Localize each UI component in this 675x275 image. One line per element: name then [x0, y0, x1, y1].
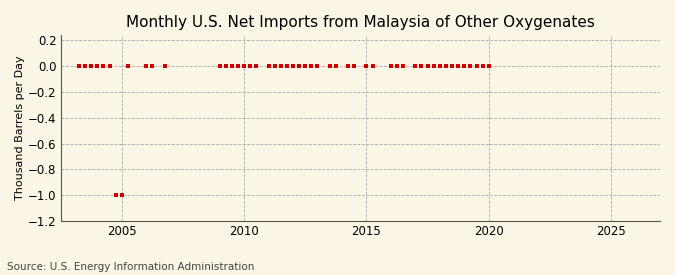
Y-axis label: Thousand Barrels per Day: Thousand Barrels per Day	[15, 56, 25, 200]
Title: Monthly U.S. Net Imports from Malaysia of Other Oxygenates: Monthly U.S. Net Imports from Malaysia o…	[126, 15, 595, 30]
Text: Source: U.S. Energy Information Administration: Source: U.S. Energy Information Administ…	[7, 262, 254, 272]
